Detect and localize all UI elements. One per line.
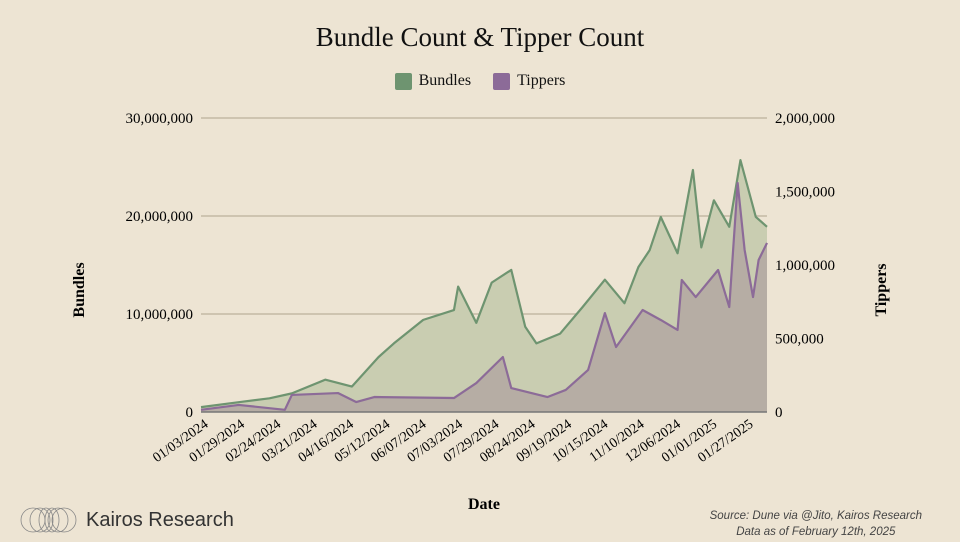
- legend-label-bundles: Bundles: [418, 72, 472, 89]
- logo-text: Kairos Research: [86, 509, 234, 531]
- tippers-swatch: [493, 72, 511, 90]
- y-right-tick-label: 2,000,000: [775, 111, 835, 127]
- line-tippers: [200, 181, 768, 411]
- x-axis-title: Date: [468, 496, 500, 513]
- y-right-tick-label: 1,000,000: [775, 258, 835, 274]
- area-tippers: [201, 182, 767, 412]
- y-right-tick-label: 1,500,000: [775, 185, 835, 201]
- y-left-tick-label: 10,000,000: [126, 307, 194, 323]
- chart-title: Bundle Count & Tipper Count: [315, 22, 645, 52]
- y-right-axis-title: Tippers: [873, 263, 890, 316]
- legend-label-tippers: Tippers: [517, 72, 566, 89]
- y-left-tick-label: 0: [186, 405, 194, 421]
- source-note: Source: Dune via @Jito, Kairos Research …: [710, 508, 922, 540]
- kairos-logo-icon: [20, 507, 77, 533]
- bundles-swatch: [394, 72, 412, 90]
- legend-item-bundles[interactable]: Bundles: [394, 72, 472, 90]
- y-left-tick-label: 20,000,000: [126, 209, 194, 225]
- y-left-tick-label: 30,000,000: [126, 111, 194, 127]
- data-date-line: Data as of February 12th, 2025: [736, 526, 896, 538]
- line-bundles: [200, 159, 768, 409]
- y-right-tick-label: 500,000: [775, 332, 824, 348]
- y-left-axis-title: Bundles: [71, 262, 88, 317]
- y-right-tick-label: 0: [775, 405, 783, 421]
- legend: Bundles Tippers: [0, 72, 960, 90]
- source-line: Source: Dune via @Jito, Kairos Research: [709, 510, 922, 522]
- legend-item-tippers[interactable]: Tippers: [493, 72, 565, 90]
